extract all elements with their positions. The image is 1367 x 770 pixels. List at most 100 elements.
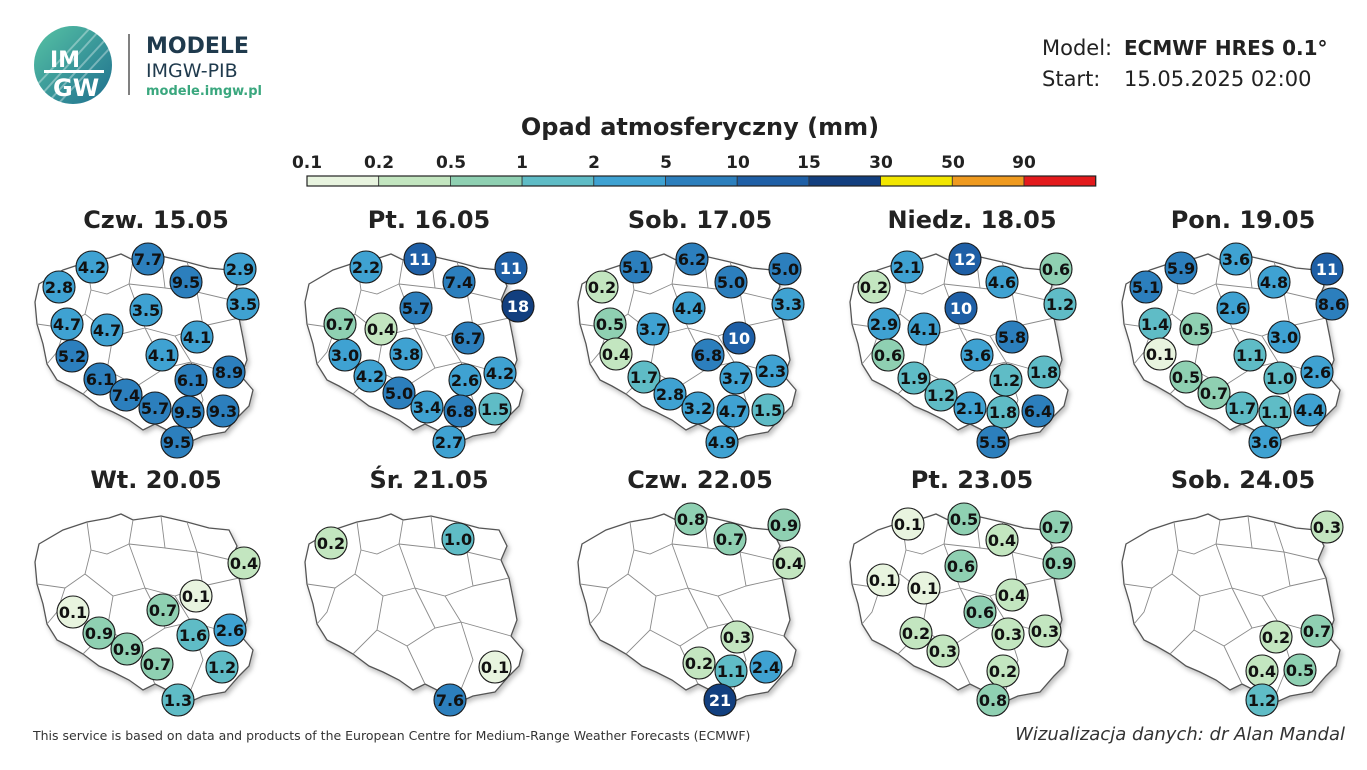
precip-marker: 0.4 [772,546,806,580]
precip-marker: 6.4 [1021,394,1055,428]
precip-circle [75,250,109,284]
precip-marker: 0.6 [1039,252,1073,286]
precip-marker: 6.7 [451,321,485,355]
precip-marker: 1.3 [161,683,195,717]
brand-url[interactable]: modele.imgw.pl [146,84,262,99]
precip-marker: 0.3 [1028,614,1062,648]
precip-circle [771,287,805,321]
precip-circle [1259,620,1293,654]
precip-circle [1293,393,1327,427]
precip-marker: 2.6 [213,613,247,647]
precip-circle [1028,614,1062,648]
precip-circle [314,526,348,560]
precip-value: 21 [709,691,731,710]
precip-value: 7.4 [112,386,140,405]
precip-value: 0.6 [966,603,994,622]
legend-tick-label: 10 [726,153,750,173]
panel-date-label: Pt. 16.05 [368,206,490,234]
precip-value: 4.2 [356,367,384,386]
precip-marker: 0.1 [478,650,512,684]
precip-circle [871,338,905,372]
precip-circle [442,265,476,299]
precip-value: 0.3 [929,642,957,661]
precip-marker: 4.4 [672,291,706,325]
precip-value: 11 [1316,260,1338,279]
precip-value: 0.3 [1031,622,1059,641]
precip-marker: 4.4 [1293,393,1327,427]
precip-circle [1248,425,1282,459]
province-border [406,621,474,705]
precip-value: 9.5 [172,273,200,292]
precip-circle [897,361,931,395]
precip-marker: 0.7 [1039,510,1073,544]
footer-author: Wizualizacja danych: dr Alan Mandal [1015,724,1345,745]
province-border [745,577,783,587]
model-label: Model: [1042,36,1112,60]
precip-marker: 0.9 [767,508,801,542]
precip-value: 0.1 [182,587,210,606]
precip-marker: 4.8 [1257,265,1291,299]
precip-value: 0.2 [317,534,345,553]
precip-circle [82,616,116,650]
province-border [745,317,783,327]
province-border [1177,519,1221,555]
precip-value: 5.0 [717,273,745,292]
precip-marker: 3.6 [960,338,994,372]
precip-value: 0.1 [910,579,938,598]
precip-marker: 10 [944,291,978,325]
precip-marker: 1.1 [714,654,748,688]
precip-marker: 3.6 [1219,242,1253,276]
precip-value: 0.1 [1146,345,1174,364]
precip-circle [768,252,802,286]
precip-circle [953,391,987,425]
map-panel: Czw. 22.05 0.8 0.9 0.7 0.4 0.3 0.2 1.1 2.4 21 [577,466,806,717]
precip-marker: 1.6 [176,618,210,652]
precip-circle [619,250,653,284]
legend-tick-label: 0.2 [364,153,394,173]
precip-value: 4.2 [486,364,514,383]
precip-circle [90,313,124,347]
precip-circle [353,359,387,393]
precip-circle [1197,376,1231,410]
precip-circle [944,549,978,583]
precip-marker: 7.6 [433,683,467,717]
precip-circle [171,395,205,429]
precip-value: 1.7 [630,368,658,387]
precip-marker: 3.2 [681,391,715,425]
imgw-logo: IM GW [34,26,112,105]
precip-marker: 8.6 [1315,287,1349,321]
precip-value: 0.4 [367,320,395,339]
panel-date-label: Wt. 20.05 [90,466,221,494]
legend-tick-label: 90 [1012,153,1036,173]
province-border [472,317,510,327]
precip-marker: 4.2 [353,359,387,393]
precip-marker: 1.8 [1027,355,1061,389]
precip-marker: 2.4 [749,650,783,684]
precip-marker: 4.1 [180,320,214,354]
precip-circle [110,632,144,666]
precip-circle [42,270,76,304]
precip-value: 0.1 [481,658,509,677]
precip-circle [716,394,750,428]
precip-marker: 2.8 [42,270,76,304]
precip-value: 5.8 [998,328,1026,347]
province-border [861,587,881,625]
province-border [316,587,336,625]
precip-value: 4.7 [719,402,747,421]
precip-value: 1.9 [900,369,928,388]
precip-marker: 1.2 [1043,287,1077,321]
precip-value: 4.4 [675,299,703,318]
precip-value: 0.8 [979,691,1007,710]
precip-marker: 0.1 [1143,337,1177,371]
precip-marker: 2.2 [349,250,383,284]
footer-credit: This service is based on data and produc… [32,728,750,743]
precip-marker: 9.5 [171,395,205,429]
precip-circle [1143,337,1177,371]
precip-value: 9.5 [163,433,191,452]
precip-circle [1315,287,1349,321]
precip-marker: 4.1 [145,338,179,372]
province-border [905,519,949,555]
precip-value: 0.5 [596,315,624,334]
precip-circle [1021,394,1055,428]
precip-value: 0.4 [1248,662,1276,681]
